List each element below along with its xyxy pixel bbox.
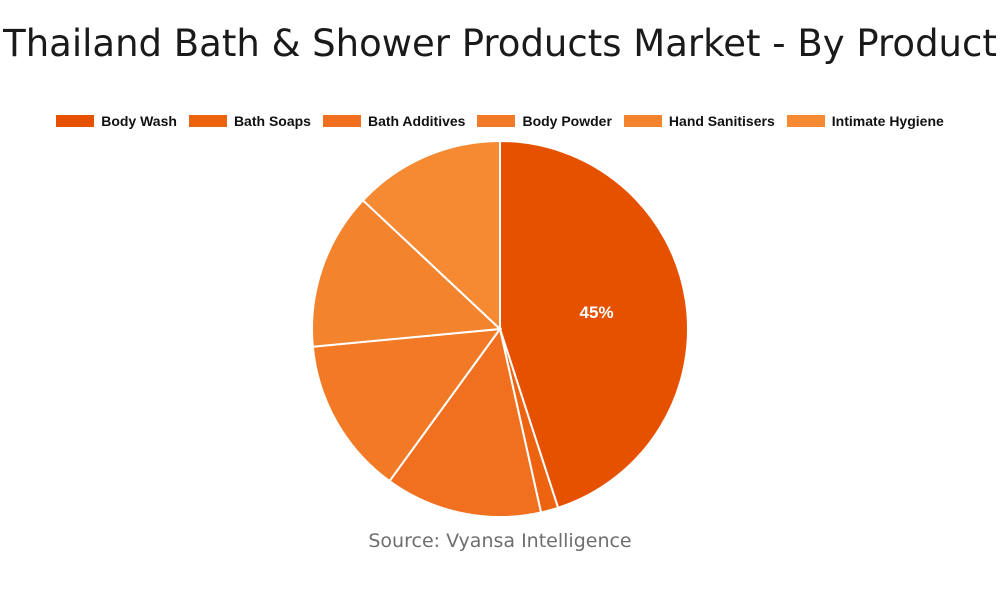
pie-slice-body-wash[interactable]: [499, 139, 689, 510]
legend-label: Intimate Hygiene: [831, 113, 944, 129]
legend-swatch: [786, 115, 825, 127]
legend-label: Bath Soaps: [233, 113, 311, 129]
pie-slice-body-powder[interactable]: [311, 327, 503, 483]
legend-item-body-powder[interactable]: Body Powder: [477, 113, 612, 129]
legend-item-intimate-hygiene[interactable]: Intimate Hygiene: [786, 113, 944, 129]
chart-title: Thailand Bath & Shower Products Market -…: [3, 22, 997, 65]
legend-swatch: [56, 115, 95, 127]
legend-label: Body Powder: [522, 113, 612, 129]
data-label: 45%: [580, 303, 614, 322]
pie-slice-intimate-hygiene[interactable]: [361, 139, 501, 332]
legend-label: Body Wash: [101, 113, 177, 129]
pie-slices: [311, 139, 689, 518]
legend-item-hand-sanitisers[interactable]: Hand Sanitisers: [623, 113, 775, 129]
legend-item-bath-additives[interactable]: Bath Additives: [322, 113, 466, 129]
legend-item-bath-soaps[interactable]: Bath Soaps: [188, 113, 311, 129]
pie-data-labels: 45%: [580, 303, 614, 322]
legend-swatch: [477, 115, 516, 127]
legend-item-body-wash[interactable]: Body Wash: [56, 113, 177, 129]
pie-slice-bath-additives[interactable]: [388, 326, 543, 518]
legend-label: Bath Additives: [367, 113, 466, 129]
chart-legend: Body Wash Bath Soaps Bath Additives Body…: [0, 113, 1000, 129]
source-note: Source: Vyansa Intelligence: [368, 530, 632, 552]
legend-label: Hand Sanitisers: [668, 113, 775, 129]
legend-swatch: [188, 115, 227, 127]
legend-swatch: [322, 115, 361, 127]
pie-slice-hand-sanitisers[interactable]: [311, 198, 503, 348]
legend-swatch: [623, 115, 662, 127]
